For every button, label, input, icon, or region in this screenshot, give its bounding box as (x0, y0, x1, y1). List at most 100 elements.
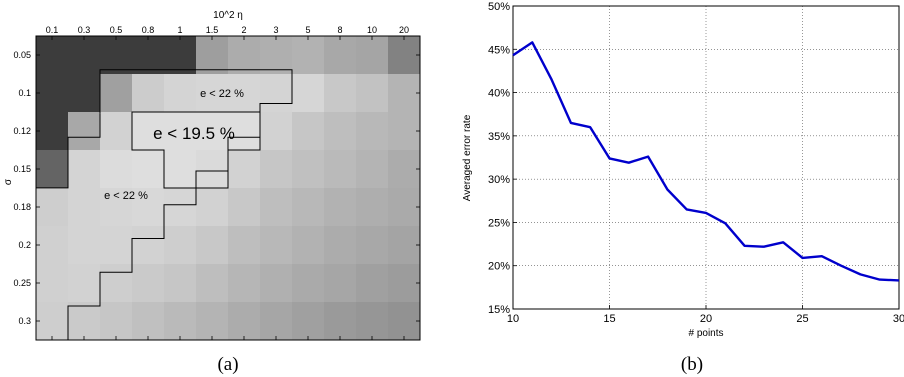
heatmap-ylabel: σ (3, 178, 14, 185)
heatmap-cell (292, 188, 325, 227)
heatmap-cell (68, 226, 101, 265)
heatmap-cell (388, 264, 421, 303)
heatmap-cell (196, 188, 229, 227)
line-xlabel: # points (688, 328, 723, 339)
heatmap-cell (196, 74, 229, 113)
heatmap-cell (324, 112, 357, 151)
heatmap-cell (260, 302, 293, 341)
heatmap-cell (292, 150, 325, 189)
heatmap-x-tick-label: 1.5 (206, 25, 219, 35)
heatmap-cell (356, 36, 389, 75)
heatmap-x-tick-label: 20 (399, 25, 409, 35)
heatmap-cell (388, 188, 421, 227)
heatmap-cell (324, 74, 357, 113)
x-tick-label: 25 (796, 313, 808, 325)
heatmap-cell (36, 302, 69, 341)
y-tick-label: 15% (488, 304, 510, 316)
y-tick-label: 45% (488, 44, 510, 56)
heatmap-cell (36, 264, 69, 303)
caption-a: (a) (217, 354, 238, 375)
heatmap-cell (132, 74, 165, 113)
heatmap-cell (100, 226, 133, 265)
y-tick-label: 40% (488, 88, 510, 100)
heatmap-cell (164, 74, 197, 113)
heatmap-panel (36, 36, 421, 341)
heatmap-cell (164, 226, 197, 265)
annotation-e-19-5: e < 19.5 % (153, 124, 235, 143)
y-tick-label: 35% (488, 131, 510, 143)
caption-b: (b) (681, 354, 703, 375)
heatmap-cell (388, 74, 421, 113)
heatmap-cell (164, 36, 197, 75)
heatmap-y-tick-label: 0.18 (13, 202, 31, 212)
heatmap-cell (228, 264, 261, 303)
heatmap-cell (100, 112, 133, 151)
heatmap-y-ticks: 0.05 0.1 0.12 0.15 0.18 0.2 0.25 0.3 (13, 50, 420, 326)
heatmap-cell (260, 150, 293, 189)
heatmap-cell (292, 36, 325, 75)
heatmap-cell (164, 188, 197, 227)
heatmap-cell (260, 74, 293, 113)
heatmap-cell (260, 36, 293, 75)
heatmap-cell (68, 74, 101, 113)
heatmap-y-tick-label: 0.2 (18, 240, 31, 250)
heatmap-cell (164, 112, 197, 151)
heatmap-cell (228, 112, 261, 151)
heatmap-frame (35, 35, 421, 341)
heatmap-cell (388, 112, 421, 151)
heatmap-cell (356, 112, 389, 151)
heatmap-cell (324, 302, 357, 341)
heatmap-cell (356, 302, 389, 341)
heatmap-cell (356, 74, 389, 113)
heatmap-cell (132, 150, 165, 189)
heatmap-cell (260, 264, 293, 303)
heatmap-cell (68, 36, 101, 75)
heatmap-cell (228, 188, 261, 227)
series-points (512, 42, 900, 281)
heatmap-cell (164, 302, 197, 341)
heatmap-cell (36, 226, 69, 265)
heatmap-x-tick-label: 8 (337, 25, 342, 35)
heatmap-cell (68, 302, 101, 341)
heatmap-cell (228, 36, 261, 75)
line-ticks: 10 15 20 25 30 15% 20% 25% 30% 35% 40% 45% 50% (488, 1, 904, 325)
heatmap-cell (388, 36, 421, 75)
heatmap-cell (132, 36, 165, 75)
heatmap-x-tick-label: 10 (367, 25, 377, 35)
y-tick-label: 20% (488, 261, 510, 273)
heatmap-xlabel: 10^2 η (213, 10, 243, 21)
heatmap-y-tick-label: 0.25 (13, 278, 31, 288)
heatmap-cell (292, 74, 325, 113)
heatmap-y-tick-label: 0.1 (18, 88, 31, 98)
heatmap-cell (228, 226, 261, 265)
heatmap-y-tick-label: 0.12 (13, 126, 31, 136)
y-tick-label: 50% (488, 1, 510, 13)
heatmap-cell (356, 150, 389, 189)
x-tick-label: 30 (893, 313, 904, 325)
heatmap-cell (292, 264, 325, 303)
annotation-e-22-bottom: e < 22 % (104, 190, 148, 202)
line-ylabel: Averaged error rate (462, 114, 473, 201)
heatmap-cell (228, 150, 261, 189)
heatmap-cell (388, 150, 421, 189)
heatmap-cell (196, 112, 229, 151)
heatmap-cell (132, 226, 165, 265)
heatmap-x-tick-label: 0.3 (78, 25, 91, 35)
y-tick-label: 25% (488, 217, 510, 229)
heatmap-y-tick-label: 0.05 (13, 50, 31, 60)
heatmap-cell (132, 302, 165, 341)
heatmap-cell (100, 302, 133, 341)
heatmap-cell (36, 188, 69, 227)
heatmap-x-ticks: 0.1 0.3 0.5 0.8 1 1.5 2 3 5 8 10 20 (46, 25, 409, 340)
heatmap-cell (100, 188, 133, 227)
heatmap-cell (68, 112, 101, 151)
line-grid (513, 6, 899, 309)
heatmap-cell (356, 264, 389, 303)
heatmap-cell (164, 150, 197, 189)
heatmap-x-tick-label: 1 (177, 25, 182, 35)
heatmap-y-tick-label: 0.15 (13, 164, 31, 174)
heatmap-cell (68, 150, 101, 189)
heatmap-cell (260, 112, 293, 151)
heatmap-cell (292, 302, 325, 341)
x-tick-label: 20 (700, 313, 712, 325)
